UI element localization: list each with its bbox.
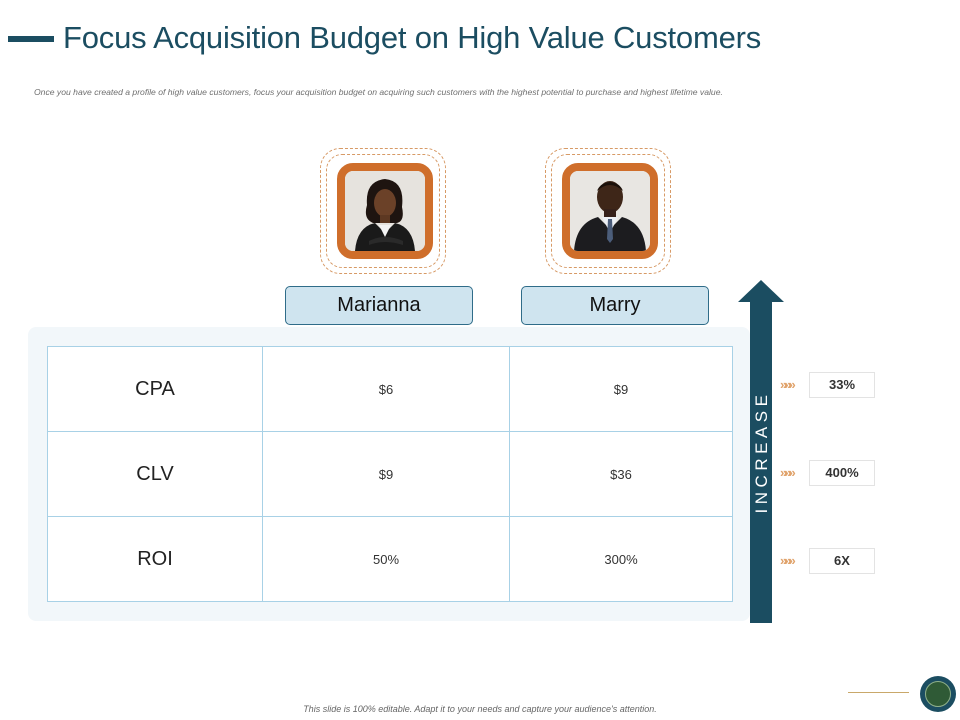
chevron-right-icon: »»»	[780, 377, 796, 392]
cell-clv-marianna: $9	[262, 431, 510, 517]
man-portrait-icon	[570, 171, 650, 251]
photo-frame-inner-dash	[326, 154, 440, 268]
chevron-right-icon: »»»	[780, 465, 796, 480]
name-box-marianna: Marianna	[285, 286, 473, 325]
avatar-man	[562, 163, 658, 259]
logo-icon	[920, 676, 956, 712]
cell-roi-marianna: 50%	[262, 516, 510, 602]
woman-portrait-icon	[345, 171, 425, 251]
photo-frame-marry	[545, 148, 671, 274]
title-accent-bar	[8, 36, 54, 42]
photo-frame-inner-dash	[551, 154, 665, 268]
increase-label: INCREASE	[752, 390, 771, 514]
cell-clv-marry: $36	[509, 431, 733, 517]
slide-title: Focus Acquisition Budget on High Value C…	[63, 20, 762, 55]
metric-label-cpa: CPA	[47, 346, 263, 432]
increase-arrow-icon	[738, 280, 784, 623]
metrics-table: CPA $6 $9 CLV $9 $36 ROI 50% 300%	[47, 346, 733, 602]
increase-value-clv: 400%	[809, 460, 875, 486]
photo-frame-marianna	[320, 148, 446, 274]
metric-label-roi: ROI	[47, 516, 263, 602]
cell-roi-marry: 300%	[509, 516, 733, 602]
footer-note: This slide is 100% editable. Adapt it to…	[303, 704, 657, 714]
slide-subtitle: Once you have created a profile of high …	[34, 87, 723, 97]
increase-value-roi: 6X	[809, 548, 875, 574]
cell-cpa-marianna: $6	[262, 346, 510, 432]
table-row: CLV $9 $36	[47, 431, 733, 517]
footer-divider	[848, 692, 909, 693]
name-box-marry: Marry	[521, 286, 709, 325]
metric-label-clv: CLV	[47, 431, 263, 517]
chevron-right-icon: »»»	[780, 553, 796, 568]
table-row: ROI 50% 300%	[47, 516, 733, 602]
avatar-woman	[337, 163, 433, 259]
table-row: CPA $6 $9	[47, 346, 733, 432]
cell-cpa-marry: $9	[509, 346, 733, 432]
increase-value-cpa: 33%	[809, 372, 875, 398]
